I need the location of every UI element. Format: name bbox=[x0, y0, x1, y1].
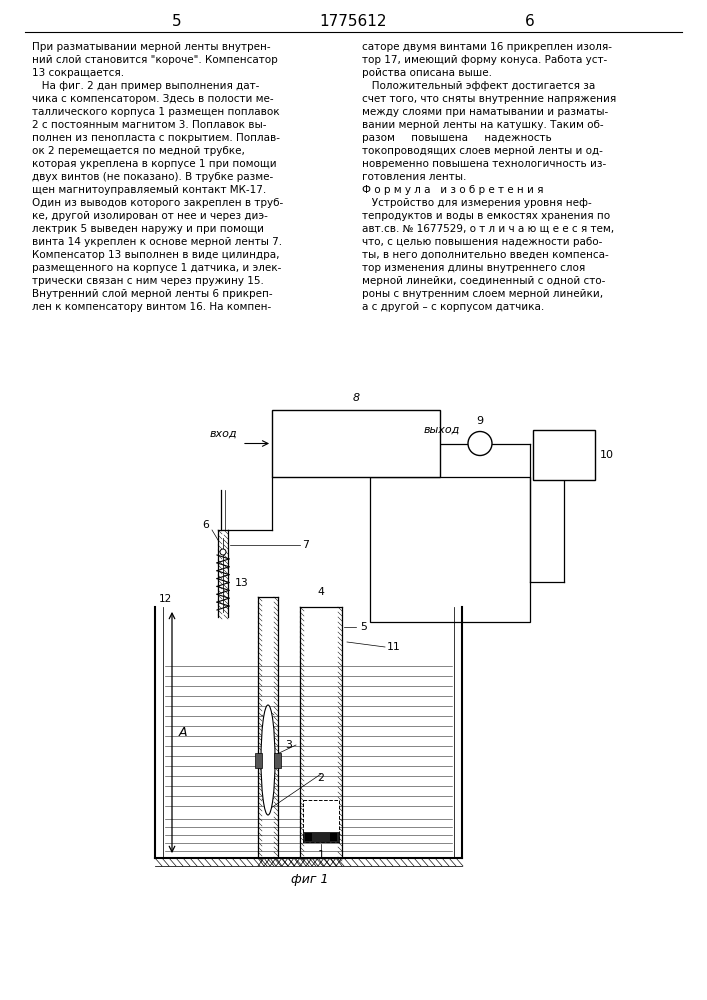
Bar bbox=[303, 832, 339, 842]
Text: ний слой становится "короче". Компенсатор: ний слой становится "короче". Компенсато… bbox=[32, 55, 278, 65]
Text: лектрик 5 выведен наружу и при помощи: лектрик 5 выведен наружу и при помощи bbox=[32, 224, 264, 234]
Text: щен магнитоуправляемый контакт МК-17.: щен магнитоуправляемый контакт МК-17. bbox=[32, 185, 267, 195]
Text: 1775612: 1775612 bbox=[320, 13, 387, 28]
Text: выход: выход bbox=[423, 424, 460, 434]
Text: При разматывании мерной ленты внутрен-: При разматывании мерной ленты внутрен- bbox=[32, 42, 271, 52]
Text: роны с внутренним слоем мерной линейки,: роны с внутренним слоем мерной линейки, bbox=[362, 289, 603, 299]
Text: разом     повышена     надежность: разом повышена надежность bbox=[362, 133, 551, 143]
Text: саторе двумя винтами 16 прикреплен изоля-: саторе двумя винтами 16 прикреплен изоля… bbox=[362, 42, 612, 52]
Text: 1: 1 bbox=[317, 850, 325, 860]
Text: 10: 10 bbox=[600, 450, 614, 460]
Text: двух винтов (не показано). В трубке разме-: двух винтов (не показано). В трубке разм… bbox=[32, 172, 273, 182]
Text: 13 сокращается.: 13 сокращается. bbox=[32, 68, 124, 78]
Bar bbox=[274, 752, 281, 768]
Text: Компенсатор 13 выполнен в виде цилиндра,: Компенсатор 13 выполнен в виде цилиндра, bbox=[32, 250, 279, 260]
Text: полнен из пенопласта с покрытием. Поплав-: полнен из пенопласта с покрытием. Поплав… bbox=[32, 133, 280, 143]
Text: 12: 12 bbox=[158, 594, 172, 604]
Text: винта 14 укреплен к основе мерной ленты 7.: винта 14 укреплен к основе мерной ленты … bbox=[32, 237, 282, 247]
Text: размещенного на корпусе 1 датчика, и элек-: размещенного на корпусе 1 датчика, и эле… bbox=[32, 263, 281, 273]
Bar bbox=[533, 430, 595, 480]
Text: фиг 1: фиг 1 bbox=[291, 874, 329, 886]
Text: 2 с постоянным магнитом 3. Поплавок вы-: 2 с постоянным магнитом 3. Поплавок вы- bbox=[32, 120, 267, 130]
Bar bbox=[370, 477, 530, 622]
Ellipse shape bbox=[261, 705, 275, 815]
Text: 3: 3 bbox=[285, 740, 292, 750]
Text: 8: 8 bbox=[352, 393, 360, 403]
Text: которая укреплена в корпусе 1 при помощи: которая укреплена в корпусе 1 при помощи bbox=[32, 159, 276, 169]
Text: ройства описана выше.: ройства описана выше. bbox=[362, 68, 492, 78]
Text: Внутренний слой мерной ленты 6 прикреп-: Внутренний слой мерной ленты 6 прикреп- bbox=[32, 289, 273, 299]
Circle shape bbox=[468, 432, 492, 456]
Text: мерной линейки, соединенный с одной сто-: мерной линейки, соединенный с одной сто- bbox=[362, 276, 605, 286]
Text: ок 2 перемещается по медной трубке,: ок 2 перемещается по медной трубке, bbox=[32, 146, 245, 156]
Bar bbox=[255, 752, 262, 768]
Text: 6: 6 bbox=[203, 520, 209, 530]
Text: тор изменения длины внутреннего слоя: тор изменения длины внутреннего слоя bbox=[362, 263, 585, 273]
Text: ты, в него дополнительно введен компенса-: ты, в него дополнительно введен компенса… bbox=[362, 250, 609, 260]
Text: трически связан с ним через пружину 15.: трически связан с ним через пружину 15. bbox=[32, 276, 264, 286]
Text: а с другой – с корпусом датчика.: а с другой – с корпусом датчика. bbox=[362, 302, 544, 312]
Bar bbox=[303, 800, 339, 842]
Text: авт.св. № 1677529, о т л и ч а ю щ е е с я тем,: авт.св. № 1677529, о т л и ч а ю щ е е с… bbox=[362, 224, 614, 234]
Text: 4: 4 bbox=[317, 587, 325, 597]
Text: готовления ленты.: готовления ленты. bbox=[362, 172, 467, 182]
Text: 11: 11 bbox=[387, 642, 401, 652]
Text: тор 17, имеющий форму конуса. Работа уст-: тор 17, имеющий форму конуса. Работа уст… bbox=[362, 55, 607, 65]
Bar bbox=[272, 410, 440, 477]
Text: токопроводящих слоев мерной ленты и од-: токопроводящих слоев мерной ленты и од- bbox=[362, 146, 603, 156]
Text: Один из выводов которого закреплен в труб-: Один из выводов которого закреплен в тру… bbox=[32, 198, 284, 208]
Text: новременно повышена технологичность из-: новременно повышена технологичность из- bbox=[362, 159, 606, 169]
Text: Ф о р м у л а   и з о б р е т е н и я: Ф о р м у л а и з о б р е т е н и я bbox=[362, 185, 544, 195]
Text: 2: 2 bbox=[317, 773, 325, 783]
Text: Устройство для измерения уровня неф-: Устройство для измерения уровня неф- bbox=[362, 198, 592, 208]
Text: счет того, что сняты внутренние напряжения: счет того, что сняты внутренние напряжен… bbox=[362, 94, 617, 104]
Text: между слоями при наматывании и разматы-: между слоями при наматывании и разматы- bbox=[362, 107, 608, 117]
Text: 6: 6 bbox=[525, 13, 535, 28]
Circle shape bbox=[220, 549, 226, 555]
Text: 13: 13 bbox=[235, 578, 249, 587]
Text: А: А bbox=[179, 726, 187, 739]
Text: 9: 9 bbox=[477, 416, 484, 426]
Text: 5: 5 bbox=[173, 13, 182, 28]
Text: лен к компенсатору винтом 16. На компен-: лен к компенсатору винтом 16. На компен- bbox=[32, 302, 271, 312]
Text: тепродуктов и воды в емкостях хранения по: тепродуктов и воды в емкостях хранения п… bbox=[362, 211, 610, 221]
Bar bbox=[305, 833, 312, 841]
Text: 5: 5 bbox=[360, 622, 367, 632]
Text: таллического корпуса 1 размещен поплавок: таллического корпуса 1 размещен поплавок bbox=[32, 107, 280, 117]
Text: На фиг. 2 дан пример выполнения дат-: На фиг. 2 дан пример выполнения дат- bbox=[32, 81, 259, 91]
Text: чика с компенсатором. Здесь в полости ме-: чика с компенсатором. Здесь в полости ме… bbox=[32, 94, 274, 104]
Text: вании мерной ленты на катушку. Таким об-: вании мерной ленты на катушку. Таким об- bbox=[362, 120, 604, 130]
Text: вход: вход bbox=[209, 428, 237, 438]
Text: 7: 7 bbox=[302, 540, 309, 550]
Text: что, с целью повышения надежности рабо-: что, с целью повышения надежности рабо- bbox=[362, 237, 602, 247]
Bar bbox=[330, 833, 337, 841]
Text: ке, другой изолирован от нее и через диэ-: ке, другой изолирован от нее и через диэ… bbox=[32, 211, 268, 221]
Text: Положительный эффект достигается за: Положительный эффект достигается за bbox=[362, 81, 595, 91]
